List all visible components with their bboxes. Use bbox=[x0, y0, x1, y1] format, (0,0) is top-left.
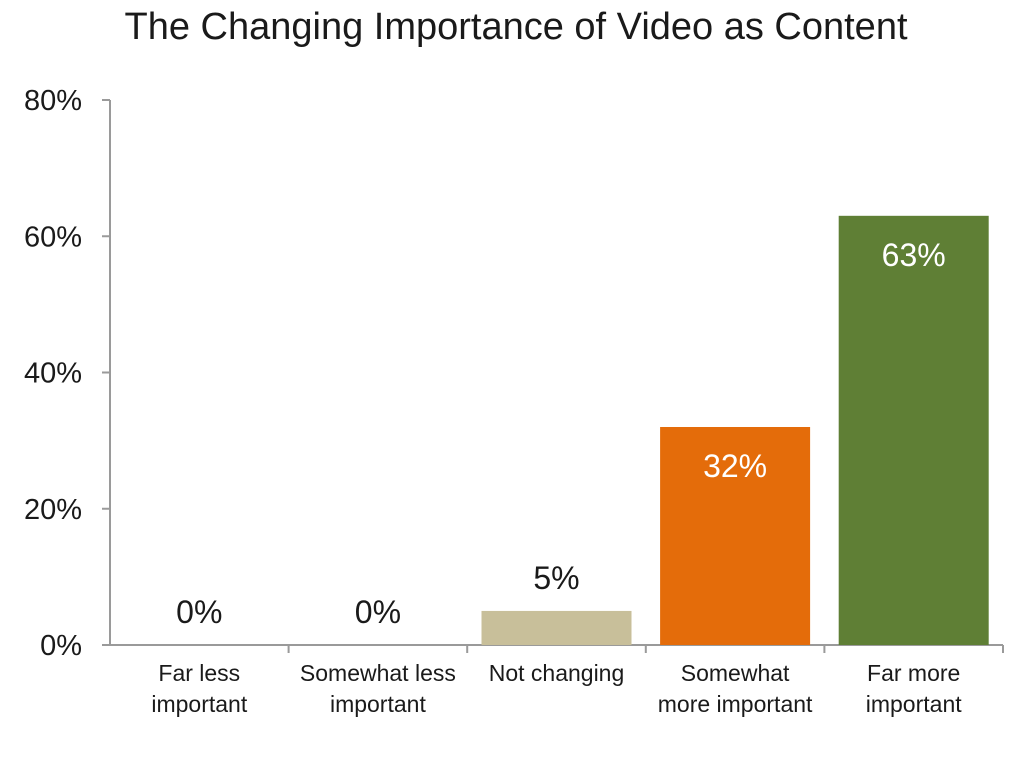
data-label: 0% bbox=[355, 594, 401, 630]
category-label: important bbox=[330, 691, 426, 717]
category-label: more important bbox=[658, 691, 813, 717]
category-label: Not changing bbox=[489, 660, 625, 686]
data-label: 0% bbox=[176, 594, 222, 630]
y-tick-label: 40% bbox=[24, 358, 82, 390]
category-label: important bbox=[151, 691, 247, 717]
bar bbox=[481, 610, 632, 645]
category-label: important bbox=[866, 691, 962, 717]
category-label: Somewhat less bbox=[300, 660, 456, 686]
category-label: Far less bbox=[158, 660, 240, 686]
y-axis: 0% 20% 40% 60% 80% bbox=[24, 85, 111, 662]
y-tick-label: 0% bbox=[40, 630, 82, 662]
bars: 0% 0% 5% 32% 63% bbox=[176, 215, 989, 645]
category-label: Somewhat bbox=[681, 660, 790, 686]
y-tick-label: 20% bbox=[24, 494, 82, 526]
chart-title: The Changing Importance of Video as Cont… bbox=[124, 6, 907, 48]
x-axis: Far less important Somewhat less important N… bbox=[102, 644, 1004, 717]
category-label: Far more bbox=[867, 660, 960, 686]
bar bbox=[660, 427, 811, 645]
y-tick-label: 80% bbox=[24, 85, 82, 117]
data-label: 63% bbox=[882, 237, 946, 273]
data-label: 5% bbox=[533, 560, 579, 596]
bar bbox=[838, 215, 989, 645]
data-label: 32% bbox=[703, 448, 767, 484]
y-tick-label: 60% bbox=[24, 221, 82, 253]
